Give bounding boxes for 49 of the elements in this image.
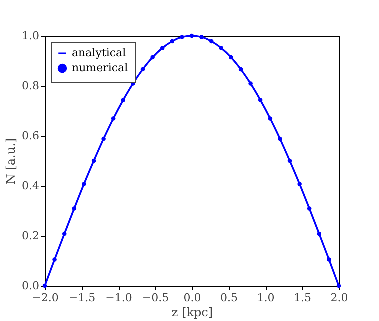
point: [170, 39, 174, 44]
y-tick-label: 0.4: [22, 180, 40, 192]
legend-label: numerical: [72, 62, 129, 74]
x-tick-label: 2.0: [330, 292, 348, 304]
point: [180, 35, 184, 40]
x-axis-title: z [kpc]: [172, 306, 214, 320]
point: [268, 116, 273, 121]
point: [238, 67, 244, 72]
x-tick-label: −1.5: [68, 292, 96, 304]
point: [210, 39, 214, 44]
point: [278, 136, 282, 142]
x-tick-label: −0.5: [142, 292, 170, 304]
legend-label: analytical: [72, 46, 127, 60]
point: [219, 46, 224, 50]
x-tick-label: 0.5: [220, 292, 238, 304]
point: [121, 98, 126, 102]
point: [72, 206, 77, 211]
point: [288, 158, 292, 164]
point: [229, 55, 234, 60]
x-tick-label: 1.0: [257, 292, 275, 304]
point: [150, 55, 155, 60]
point: [317, 232, 322, 236]
x-tick-label: 1.5: [294, 292, 312, 304]
point: [327, 258, 332, 262]
point: [82, 182, 86, 186]
point: [140, 67, 146, 72]
y-tick-label: 0.2: [22, 230, 40, 242]
x-tick-label: 0.0: [184, 292, 202, 304]
x-tick-label: −2.0: [32, 292, 59, 304]
y-tick-label: 0.8: [22, 80, 40, 92]
x-tick-label: −1.0: [106, 292, 132, 304]
y-tick-label: 0.0: [22, 280, 40, 292]
point: [307, 206, 312, 211]
point: [102, 136, 106, 142]
point: [62, 232, 67, 236]
point: [336, 284, 342, 288]
point: [52, 258, 57, 262]
y-tick-label: 0.6: [22, 130, 40, 142]
point: [42, 284, 48, 288]
point: [248, 82, 253, 86]
y-tick-label: 1.0: [22, 30, 40, 42]
point: [298, 182, 302, 186]
point: [111, 116, 116, 121]
point: [160, 46, 165, 50]
point: [190, 34, 194, 38]
point: [258, 98, 263, 102]
point: [200, 35, 204, 40]
y-axis-title: N [a.u.]: [4, 138, 18, 185]
point: [92, 158, 96, 164]
